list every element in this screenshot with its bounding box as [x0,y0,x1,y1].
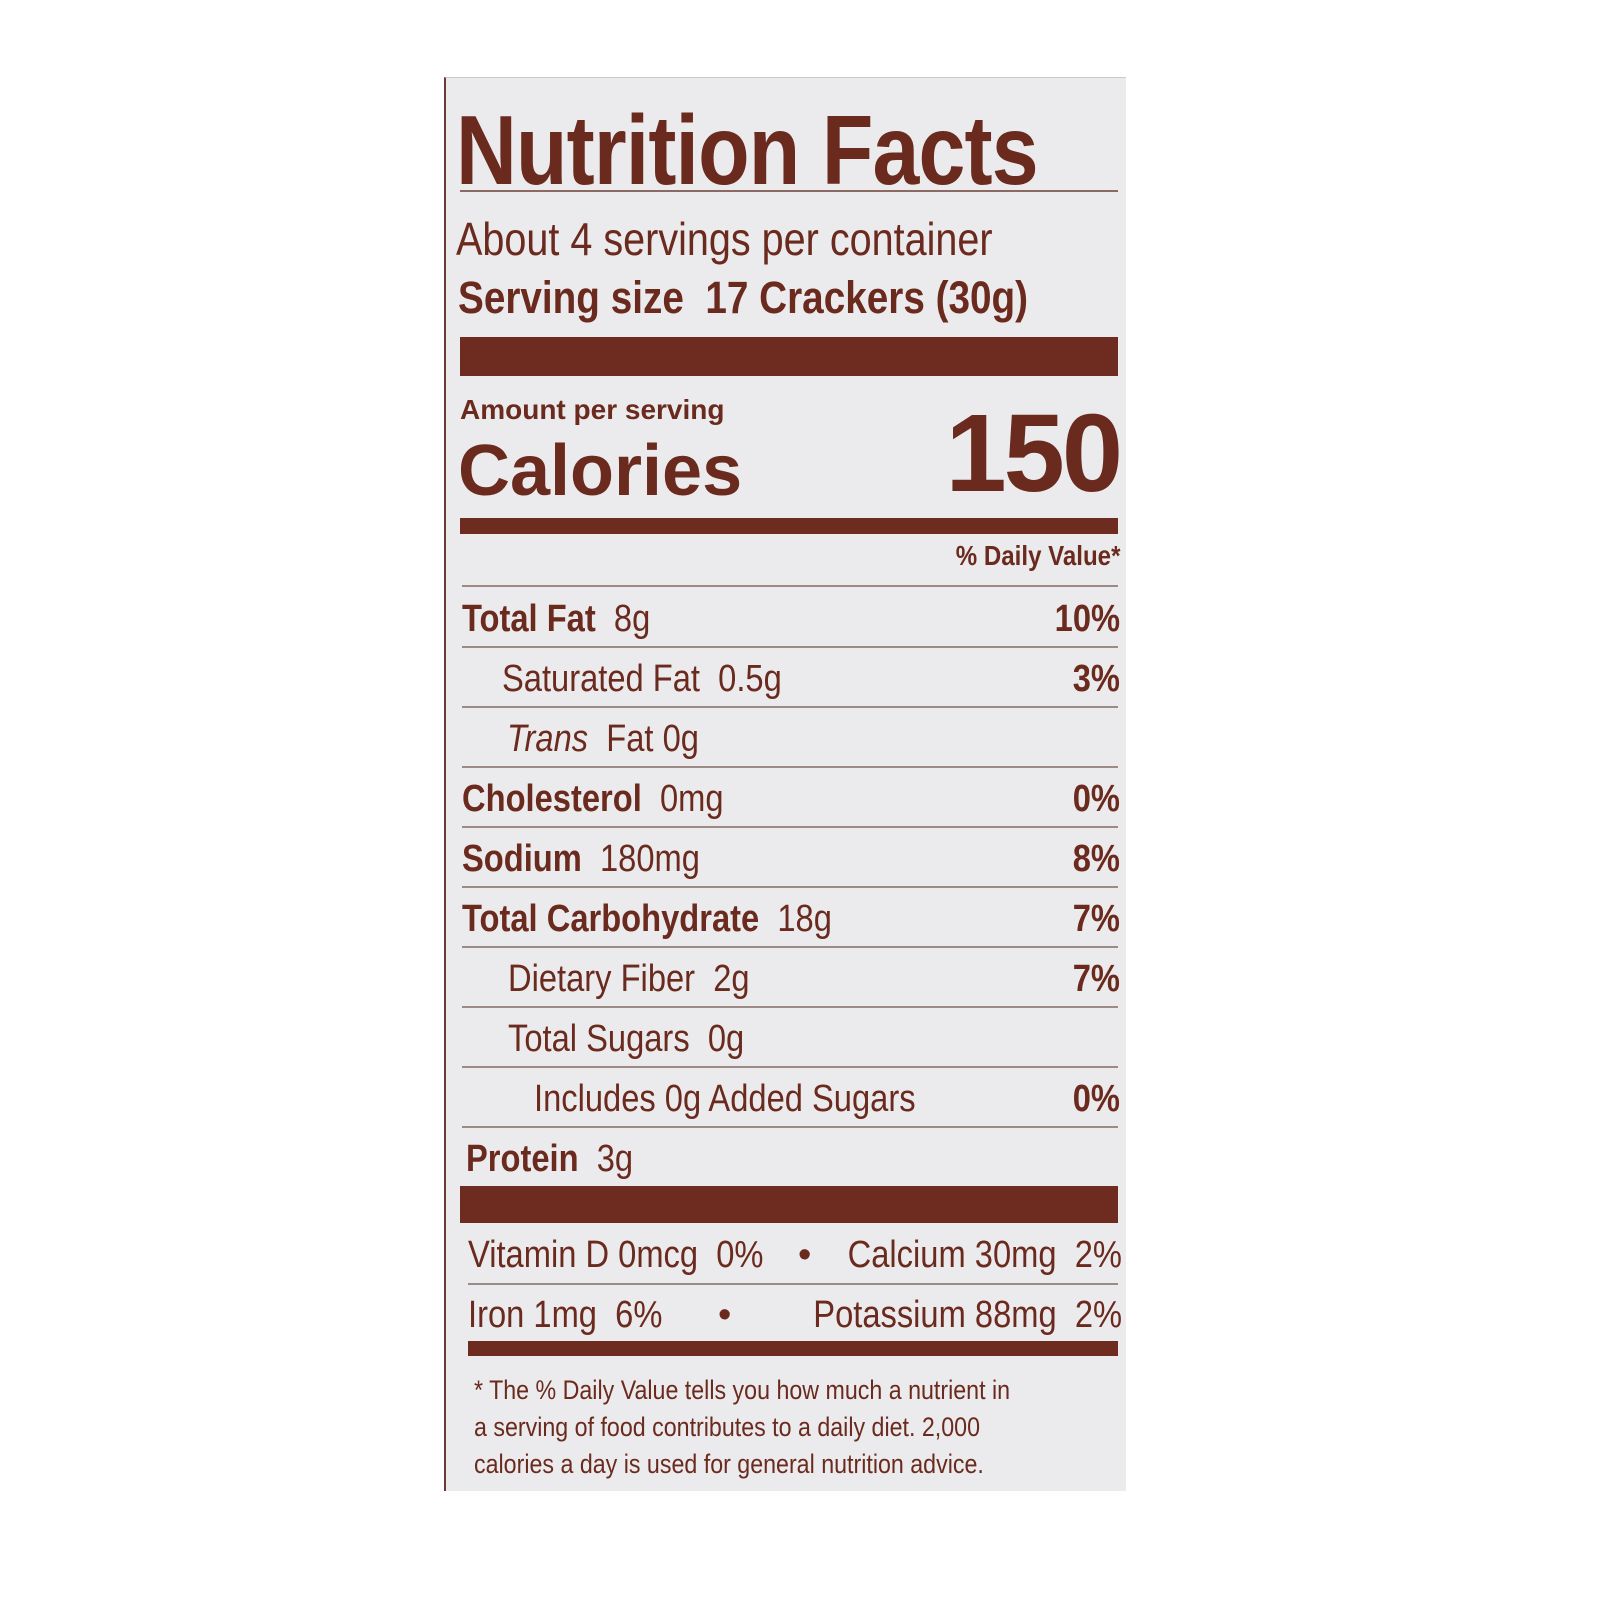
label-title: Nutrition Facts [456,95,1039,205]
vitamin-d: Vitamin D 0mcg 0% [468,1234,764,1276]
divider [462,886,1118,888]
nutrient-amount: 0.5g [718,658,782,700]
divider [462,1006,1118,1008]
vitamin-row: Iron 1mg 6% • Potassium 88mg 2% [468,1288,1122,1346]
calories-label: Calories [458,431,743,511]
thick-divider [460,337,1118,376]
nutrient-name: Total Carbohydrate 18g [462,898,832,940]
divider [462,946,1118,948]
nutrient-daily-value: 10% [1054,598,1120,640]
divider [460,190,1118,192]
nutrient-daily-value: 8% [1072,838,1120,880]
daily-value-header: % Daily Value* [955,540,1120,571]
nutrient-name: Protein 3g [466,1138,634,1180]
nutrient-name: Includes 0g Added Sugars [534,1078,916,1120]
divider [462,646,1118,648]
nutrient-amount: 0g [707,1018,745,1060]
nutrient-daily-value: 7% [1072,898,1120,940]
serving-size: Serving size 17 Crackers (30g) [458,272,1028,324]
nutrient-row: Trans Fat 0g [462,708,1120,768]
divider [462,826,1118,828]
divider [462,585,1118,587]
nutrient-name: Cholesterol 0mg [462,778,724,820]
thick-divider [460,1186,1118,1223]
amount-per-serving: Amount per serving [460,394,725,425]
divider [462,766,1118,768]
separator-dot: • [718,1294,732,1336]
nutrient-amount: 2g [713,958,750,1000]
footnote: * The % Daily Value tells you how much a… [474,1375,1011,1479]
nutrient-amount: 8g [613,598,651,640]
nutrient-amount: 18g [777,898,832,940]
nutrient-row: Protein 3g [462,1128,1120,1188]
nutrient-name: Sodium 180mg [462,838,700,880]
divider [468,1283,1118,1285]
medium-divider [468,1341,1118,1356]
nutrient-row: Cholesterol 0mg 0% [462,768,1120,828]
nutrient-row: Total Sugars 0g [462,1008,1120,1068]
serving-size-label: Serving size [458,272,684,323]
nutrition-facts-label: Nutrition Facts About 4 servings per con… [444,77,1126,1491]
nutrient-row: Dietary Fiber 2g 7% [462,948,1120,1008]
nutrient-row: Total Carbohydrate 18g 7% [462,888,1120,948]
nutrient-name: Dietary Fiber 2g [508,958,750,1000]
nutrient-row: Total Fat 8g 10% [462,588,1120,648]
calories-value: 150 [945,392,1123,515]
separator-dot: • [798,1234,812,1276]
nutrient-name: Total Fat 8g [462,598,651,640]
nutrient-amount: 3g [596,1138,634,1180]
nutrient-row: Includes 0g Added Sugars 0% [462,1068,1120,1128]
nutrient-daily-value: 3% [1072,658,1120,700]
serving-size-value: 17 Crackers (30g) [705,272,1029,323]
nutrient-name: Total Sugars 0g [508,1018,745,1060]
nutrient-name: Trans Fat 0g [507,718,699,760]
calcium: Calcium 30mg 2% [847,1234,1122,1276]
potassium: Potassium 88mg 2% [813,1294,1122,1336]
nutrient-row: Sodium 180mg 8% [462,828,1120,888]
divider [462,1126,1118,1128]
vitamin-row: Vitamin D 0mcg 0% • Calcium 30mg 2% [468,1228,1122,1286]
medium-divider [460,518,1118,534]
iron: Iron 1mg 6% [468,1294,663,1336]
nutrient-row: Saturated Fat 0.5g 3% [462,648,1120,708]
divider [462,1066,1118,1068]
nutrient-daily-value: 7% [1072,958,1120,1000]
nutrient-daily-value: 0% [1072,778,1120,820]
nutrient-amount: Fat 0g [606,718,699,760]
divider [462,706,1118,708]
nutrient-name: Saturated Fat 0.5g [502,658,782,700]
nutrient-daily-value: 0% [1072,1078,1120,1120]
servings-per-container: About 4 servings per container [456,213,993,265]
nutrient-amount: 180mg [599,838,700,880]
nutrient-amount: 0mg [659,778,724,820]
